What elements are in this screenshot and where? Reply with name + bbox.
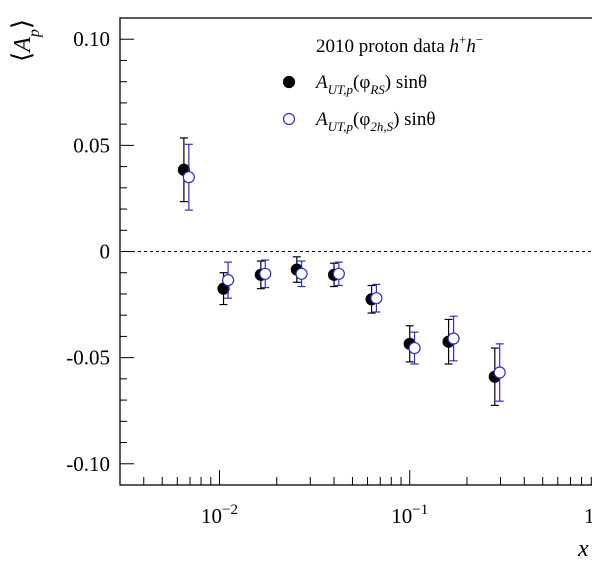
open-point	[222, 274, 235, 287]
x-tick-label: 1	[584, 504, 592, 528]
y-tick-label: -0.05	[66, 346, 110, 370]
open-point	[493, 366, 506, 379]
open-point	[332, 267, 345, 280]
open-point	[295, 267, 308, 280]
y-tick-label: 0.10	[73, 27, 110, 51]
legend-entry-label: AUT,p(φ2h,S) sinθ	[314, 109, 435, 134]
legend-entry-label: AUT,p(φRS) sinθ	[314, 72, 427, 97]
x-axis-title: x	[577, 536, 589, 562]
axis-tick-labels: 0.10 0.05 0 -0.05 -0.10 10−2 10−1 1	[66, 27, 592, 528]
data-points	[177, 137, 506, 406]
legend-open-marker	[282, 112, 296, 126]
y-tick-label: 0	[100, 240, 111, 264]
y-axis-title: ⟨Ap⟩	[7, 19, 43, 62]
legend-filled-marker	[282, 75, 296, 89]
legend: 2010 proton data h+h− AUT,p(φRS) sinθ AUT,…	[282, 32, 483, 134]
open-point	[370, 292, 383, 305]
y-tick-label: 0.05	[73, 133, 110, 157]
axis-ticks	[119, 17, 592, 486]
x-tick-label: 10−2	[201, 502, 238, 528]
legend-header: 2010 proton data h+h−	[316, 32, 483, 57]
open-point	[259, 267, 272, 280]
x-tick-label: 10−1	[391, 502, 428, 528]
y-tick-label: -0.10	[66, 452, 110, 476]
open-point	[447, 332, 460, 345]
open-point	[408, 341, 421, 355]
open-point	[182, 171, 195, 184]
